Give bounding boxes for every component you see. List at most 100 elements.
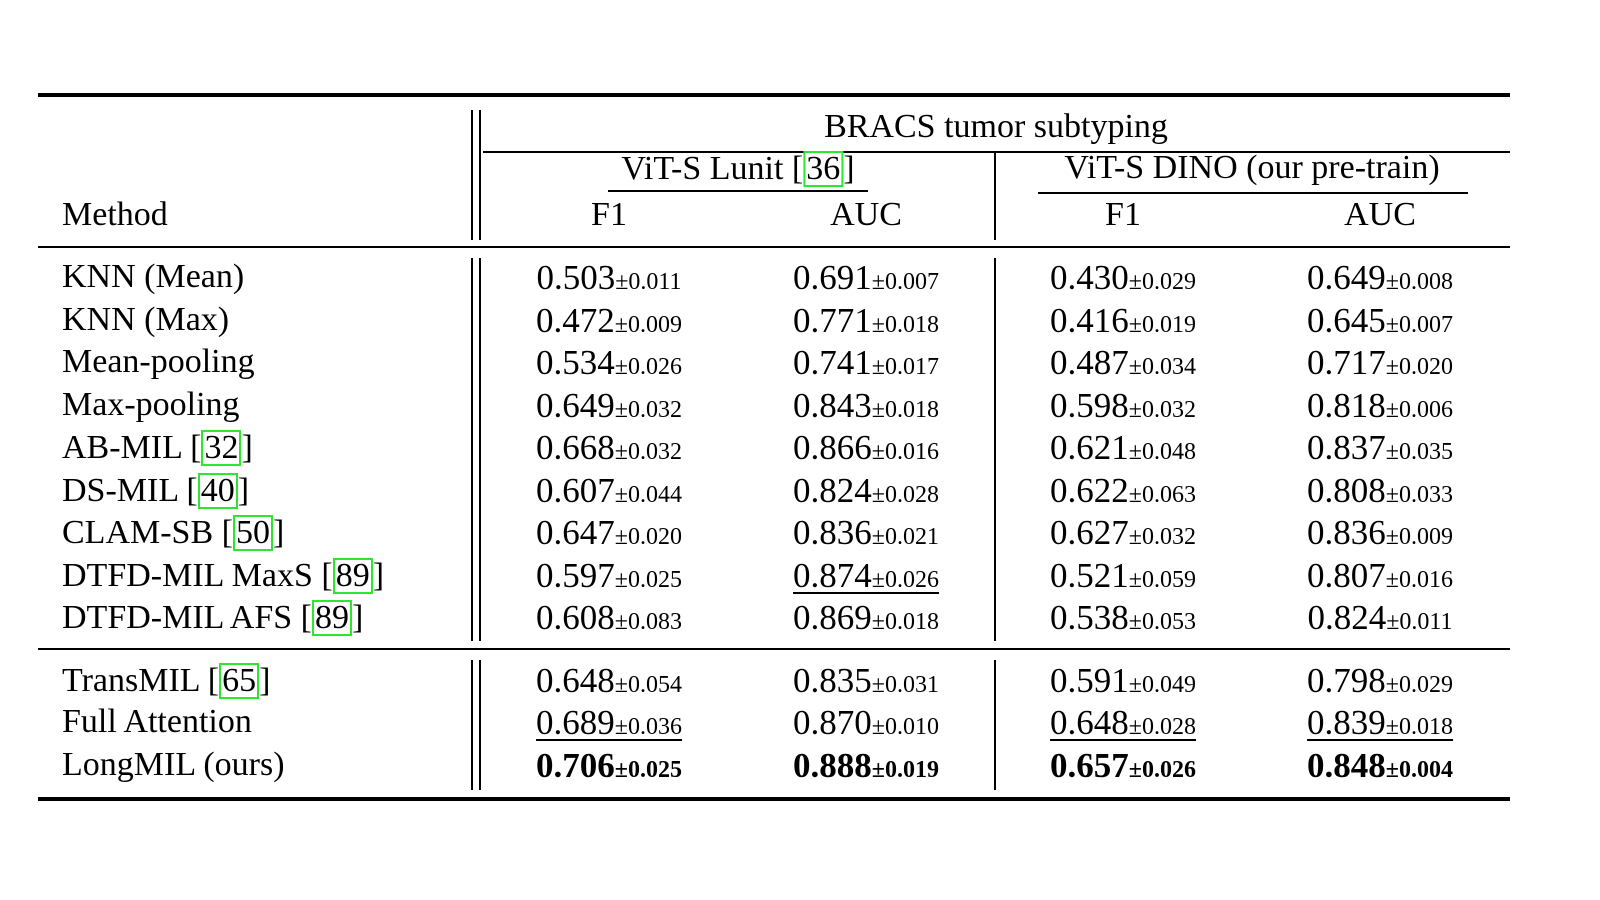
mean-value: 0.607 (536, 471, 615, 510)
mean-value: 0.487 (1050, 343, 1129, 382)
citation-link[interactable]: 65 (219, 663, 260, 700)
cell-value: 0.839±0.018 (1307, 705, 1453, 741)
header-bottom-rule (38, 246, 1510, 248)
table-cell: 0.430±0.029 (1050, 260, 1196, 295)
mean-value: 0.649 (536, 386, 615, 425)
table-cell: 0.741±0.017 (793, 345, 939, 380)
mean-value: 0.836 (793, 513, 872, 552)
table-cell: 0.824±0.011 (1307, 600, 1452, 635)
table-cell: 0.771±0.018 (793, 303, 939, 338)
std-value: ±0.010 (871, 714, 939, 740)
cell-value: 0.627±0.032 (1050, 515, 1196, 550)
mean-value: 0.657 (1050, 746, 1129, 785)
mean-value: 0.647 (536, 513, 615, 552)
citation-link[interactable]: 89 (312, 600, 352, 637)
std-value: ±0.025 (614, 567, 682, 593)
mean-value: 0.648 (1050, 703, 1129, 742)
std-value: ±0.021 (871, 524, 939, 550)
std-value: ±0.009 (614, 312, 682, 338)
citation-link[interactable]: 89 (332, 558, 373, 595)
group-header-dino: ViT-S DINO (our pre-train) (1064, 151, 1439, 185)
table-cell: 0.534±0.026 (536, 345, 682, 380)
std-value: ±0.049 (1128, 672, 1196, 698)
double-rule-right-s1 (479, 258, 481, 641)
cell-value: 0.487±0.034 (1050, 345, 1196, 380)
method-name: Max-pooling (62, 388, 240, 422)
table-cell: 0.706±0.025 (536, 748, 682, 783)
std-value: ±0.026 (1128, 757, 1196, 783)
method-name: DS-MIL [40] (62, 472, 250, 510)
group-separator-s2 (994, 660, 996, 790)
table-cell: 0.798±0.029 (1307, 663, 1453, 698)
cell-value: 0.521±0.059 (1050, 558, 1196, 593)
cell-value: 0.771±0.018 (793, 303, 939, 338)
cell-value: 0.798±0.029 (1307, 663, 1453, 698)
top-rule (38, 93, 1510, 97)
mean-value: 0.598 (1050, 386, 1129, 425)
table-cell: 0.538±0.053 (1050, 600, 1196, 635)
method-label: DS-MIL (62, 472, 178, 509)
table-cell: 0.869±0.018 (793, 600, 939, 635)
cell-value: 0.689±0.036 (536, 705, 682, 741)
std-value: ±0.032 (1128, 524, 1196, 550)
table-cell: 0.888±0.019 (793, 748, 939, 783)
cell-value: 0.649±0.032 (536, 388, 682, 423)
table-cell: 0.472±0.009 (536, 303, 682, 338)
std-value: ±0.020 (614, 524, 682, 550)
mean-value: 0.538 (1050, 598, 1129, 637)
table-cell: 0.487±0.034 (1050, 345, 1196, 380)
std-value: ±0.033 (1385, 482, 1453, 508)
cell-value: 0.848±0.004 (1307, 748, 1453, 783)
mean-value: 0.689 (536, 703, 615, 742)
table-cell: 0.839±0.018 (1307, 705, 1453, 741)
mean-value: 0.870 (793, 703, 872, 742)
table-cell: 0.824±0.028 (793, 473, 939, 508)
std-value: ±0.011 (1386, 609, 1453, 635)
mean-value: 0.591 (1050, 661, 1129, 700)
table-cell: 0.608±0.083 (536, 600, 682, 635)
mean-value: 0.771 (793, 301, 872, 340)
method-name: Mean-pooling (62, 345, 255, 379)
cell-value: 0.534±0.026 (536, 345, 682, 380)
mean-value: 0.741 (793, 343, 872, 382)
mean-value: 0.888 (793, 746, 872, 785)
table-cell: 0.657±0.026 (1050, 748, 1196, 783)
method-label: KNN (Max) (62, 301, 230, 338)
mean-value: 0.627 (1050, 513, 1129, 552)
table-cell: 0.836±0.009 (1307, 515, 1453, 550)
std-value: ±0.026 (614, 354, 682, 380)
citation-link[interactable]: 50 (232, 515, 273, 552)
cell-value: 0.647±0.020 (536, 515, 682, 550)
citation-link[interactable]: 40 (197, 473, 238, 510)
mean-value: 0.472 (536, 301, 615, 340)
mean-value: 0.597 (536, 556, 615, 595)
cell-value: 0.808±0.033 (1307, 473, 1453, 508)
method-label: LongMIL (ours) (62, 746, 285, 783)
std-value: ±0.025 (614, 757, 682, 783)
mean-value: 0.836 (1307, 513, 1386, 552)
mean-value: 0.706 (536, 746, 615, 785)
mean-value: 0.645 (1307, 301, 1386, 340)
section-rule (38, 648, 1510, 650)
std-value: ±0.035 (1385, 439, 1453, 465)
table-cell: 0.807±0.016 (1307, 558, 1453, 593)
mean-value: 0.837 (1307, 428, 1386, 467)
std-value: ±0.020 (1385, 354, 1453, 380)
citation-link[interactable]: 36 (803, 151, 844, 188)
table-cell: 0.848±0.004 (1307, 748, 1453, 783)
cell-value: 0.874±0.026 (793, 558, 939, 594)
std-value: ±0.004 (1385, 757, 1453, 783)
table-cell: 0.668±0.032 (536, 430, 682, 465)
std-value: ±0.044 (614, 482, 682, 508)
cell-value: 0.598±0.032 (1050, 388, 1196, 423)
method-name: TransMIL [65] (62, 662, 271, 700)
table-cell: 0.648±0.028 (1050, 703, 1196, 742)
metric-header-f1-lunit: F1 (591, 196, 627, 233)
table-cell: 0.691±0.007 (793, 260, 939, 295)
mean-value: 0.668 (536, 428, 615, 467)
group-label-lunit-suffix: ] (843, 150, 855, 187)
method-label: TransMIL (62, 662, 200, 699)
citation-link[interactable]: 32 (201, 430, 242, 467)
cell-value: 0.597±0.025 (536, 558, 682, 593)
